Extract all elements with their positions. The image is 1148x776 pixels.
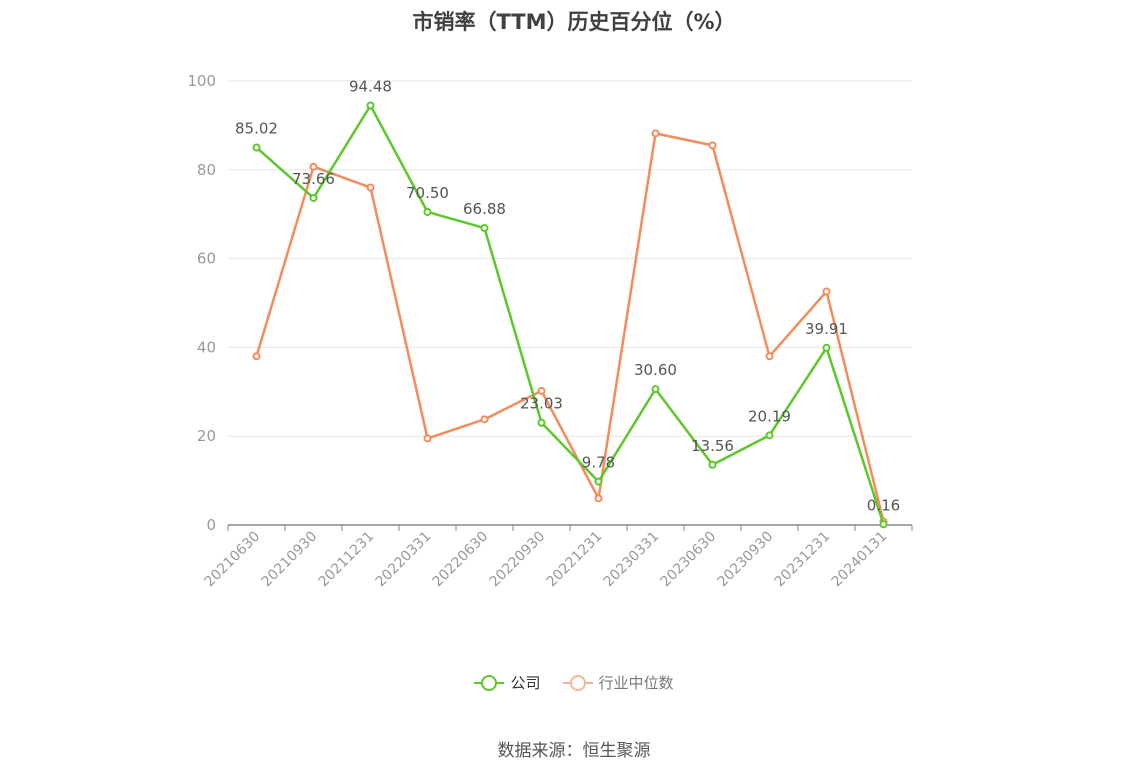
series-line-industry: [255, 132, 885, 522]
data-point-company: [879, 520, 888, 529]
x-tick-label: 20220630: [430, 529, 492, 591]
data-label-company: 73.66: [292, 170, 335, 188]
data-point-industry: [822, 287, 831, 296]
data-label-company: 9.78: [582, 454, 615, 472]
label-layer: 85.02 73.66 94.48 70.50 66.88 23.03 9.78 30.60 1…: [235, 78, 900, 515]
data-label-company: 13.56: [691, 437, 734, 455]
data-point-company: [822, 343, 831, 352]
x-tick-label: 20230331: [601, 529, 663, 591]
series-line-company: [255, 104, 885, 525]
data-point-company: [252, 143, 261, 152]
x-tick-label: 20230930: [715, 529, 777, 591]
data-point-company: [423, 207, 432, 216]
data-label-company: 66.88: [463, 200, 506, 218]
legend-industry-label: 行业中位数: [598, 674, 674, 692]
data-point-company: [309, 193, 318, 202]
data-point-company: [708, 460, 717, 469]
legend-item-company[interactable]: 公司: [474, 672, 541, 693]
y-tick-label: 100: [187, 72, 216, 90]
legend: 公司 行业中位数: [0, 672, 1148, 693]
y-tick-label: 40: [197, 338, 216, 356]
data-point-company: [366, 101, 375, 110]
series-layer: [252, 101, 888, 529]
data-label-company: 94.48: [349, 78, 392, 96]
data-point-industry: [708, 141, 717, 150]
x-tick-label: 20210630: [202, 529, 264, 591]
x-tick-label: 20210930: [259, 529, 321, 591]
y-tick-label: 0: [206, 516, 216, 534]
legend-industry-marker-icon: [562, 674, 593, 691]
data-point-industry: [765, 352, 774, 361]
line-chart: 0204060801002021063020210930202112312022…: [187, 72, 913, 591]
x-tick-label: 20211231: [316, 529, 378, 591]
y-tick-label: 20: [197, 427, 216, 445]
data-point-industry: [309, 162, 318, 171]
grid-layer: [228, 80, 912, 437]
data-point-company: [651, 385, 660, 394]
data-point-industry: [366, 183, 375, 192]
y-tick-label: 80: [197, 161, 216, 179]
data-label-company: 20.19: [748, 407, 791, 425]
data-label-company: 30.60: [634, 361, 677, 379]
x-tick-label: 20220331: [373, 529, 435, 591]
y-tick-label: 60: [197, 250, 216, 268]
chart-title: 市销率（TTM）历史百分位（%）: [412, 10, 736, 34]
data-point-industry: [252, 352, 261, 361]
axis-layer: 0204060801002021063020210930202112312022…: [187, 72, 913, 591]
x-tick-label: 20230630: [658, 529, 720, 591]
data-point-industry: [594, 494, 603, 503]
data-point-industry: [480, 415, 489, 424]
data-label-company: 70.50: [406, 184, 449, 202]
source-note: 数据来源：恒生聚源: [497, 741, 651, 761]
data-point-company: [594, 477, 603, 486]
data-label-company: 39.91: [805, 320, 848, 338]
x-tick-label: 20231231: [772, 529, 834, 591]
data-label-company: 85.02: [235, 120, 278, 138]
data-point-industry: [651, 129, 660, 138]
data-label-company: 23.03: [520, 395, 563, 413]
data-point-company: [765, 431, 774, 440]
legend-company-marker-icon: [474, 674, 505, 691]
x-tick-label: 20220930: [487, 529, 549, 591]
legend-company-label: 公司: [510, 674, 541, 692]
x-tick-label: 20221231: [544, 529, 606, 591]
x-tick-label: 20240131: [829, 529, 891, 591]
data-point-company: [537, 418, 546, 427]
data-point-industry: [423, 434, 432, 443]
data-label-company: 0.16: [867, 496, 900, 514]
data-point-company: [480, 224, 489, 233]
legend-item-industry[interactable]: 行业中位数: [562, 672, 674, 693]
data-point-industry: [537, 386, 546, 395]
